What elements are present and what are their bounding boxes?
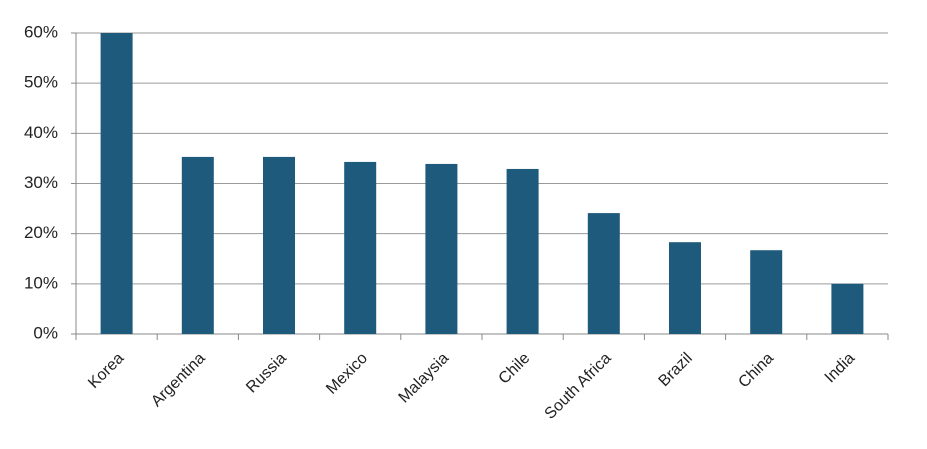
y-tick-label: 0% <box>33 323 58 342</box>
x-tick-label: Brazil <box>655 350 695 390</box>
x-tick-label: Korea <box>85 350 127 392</box>
bar <box>750 250 783 334</box>
bar <box>506 168 539 334</box>
bar <box>425 163 458 334</box>
y-tick-label: 60% <box>24 22 58 41</box>
x-tick-label: Mexico <box>323 350 371 398</box>
bar <box>669 242 701 334</box>
x-tick-label: Chile <box>496 350 534 388</box>
y-tick-label: 20% <box>24 223 58 242</box>
bar <box>263 156 295 334</box>
x-tick-label: Malaysia <box>396 350 453 407</box>
x-tick-label: Russia <box>243 350 290 397</box>
x-tick-label: Argentina <box>148 350 209 411</box>
bar <box>587 213 620 334</box>
bar <box>181 156 214 334</box>
bar <box>344 161 377 334</box>
bar <box>831 283 864 334</box>
y-tick-label: 30% <box>24 173 58 192</box>
x-tick-label: South Africa <box>542 350 615 423</box>
x-tick-label: China <box>735 350 777 392</box>
y-tick-label: 40% <box>24 123 58 142</box>
bar <box>100 33 133 334</box>
y-tick-label: 10% <box>24 273 58 292</box>
x-tick-label: India <box>822 350 859 387</box>
y-tick-label: 50% <box>24 73 58 92</box>
